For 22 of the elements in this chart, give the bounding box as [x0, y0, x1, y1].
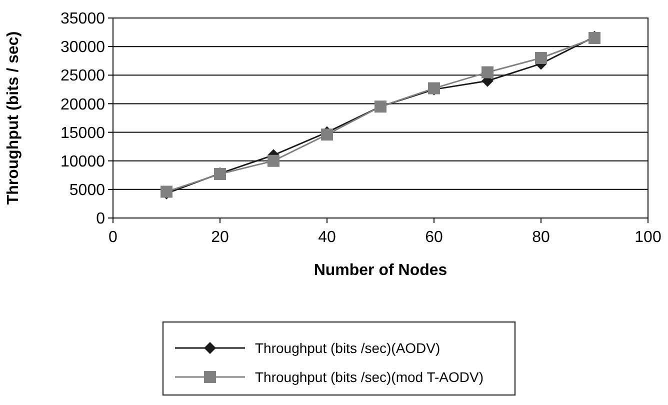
x-tick-label: 0: [108, 229, 118, 246]
x-tick-label: 80: [532, 229, 550, 246]
y-tick-label: 0: [96, 210, 106, 228]
y-tick-label: 15000: [60, 124, 106, 142]
y-tick-label: 5000: [69, 182, 106, 200]
x-axis-title: Number of Nodes: [314, 262, 448, 279]
point: [268, 154, 280, 167]
x-tick-label: 40: [318, 229, 336, 246]
legend-label: Throughput (bits /sec)(AODV): [255, 340, 440, 356]
x-tick-label: 20: [211, 229, 229, 246]
point: [535, 52, 547, 64]
point: [482, 66, 494, 78]
y-tick-label: 20000: [60, 96, 106, 114]
x-tick-label: 100: [634, 229, 662, 246]
y-tick-label: 10000: [60, 153, 106, 170]
y-axis-title: Throughput (bits / sec): [5, 31, 22, 205]
x-tick-label: 60: [425, 229, 443, 246]
y-tick-label: 25000: [60, 68, 106, 85]
legend-label: Throughput (bits /sec)(mod T-AODV): [255, 368, 484, 385]
y-tick-label: 30000: [60, 39, 106, 56]
point: [321, 128, 333, 141]
y-tick-label: 35000: [60, 10, 106, 28]
